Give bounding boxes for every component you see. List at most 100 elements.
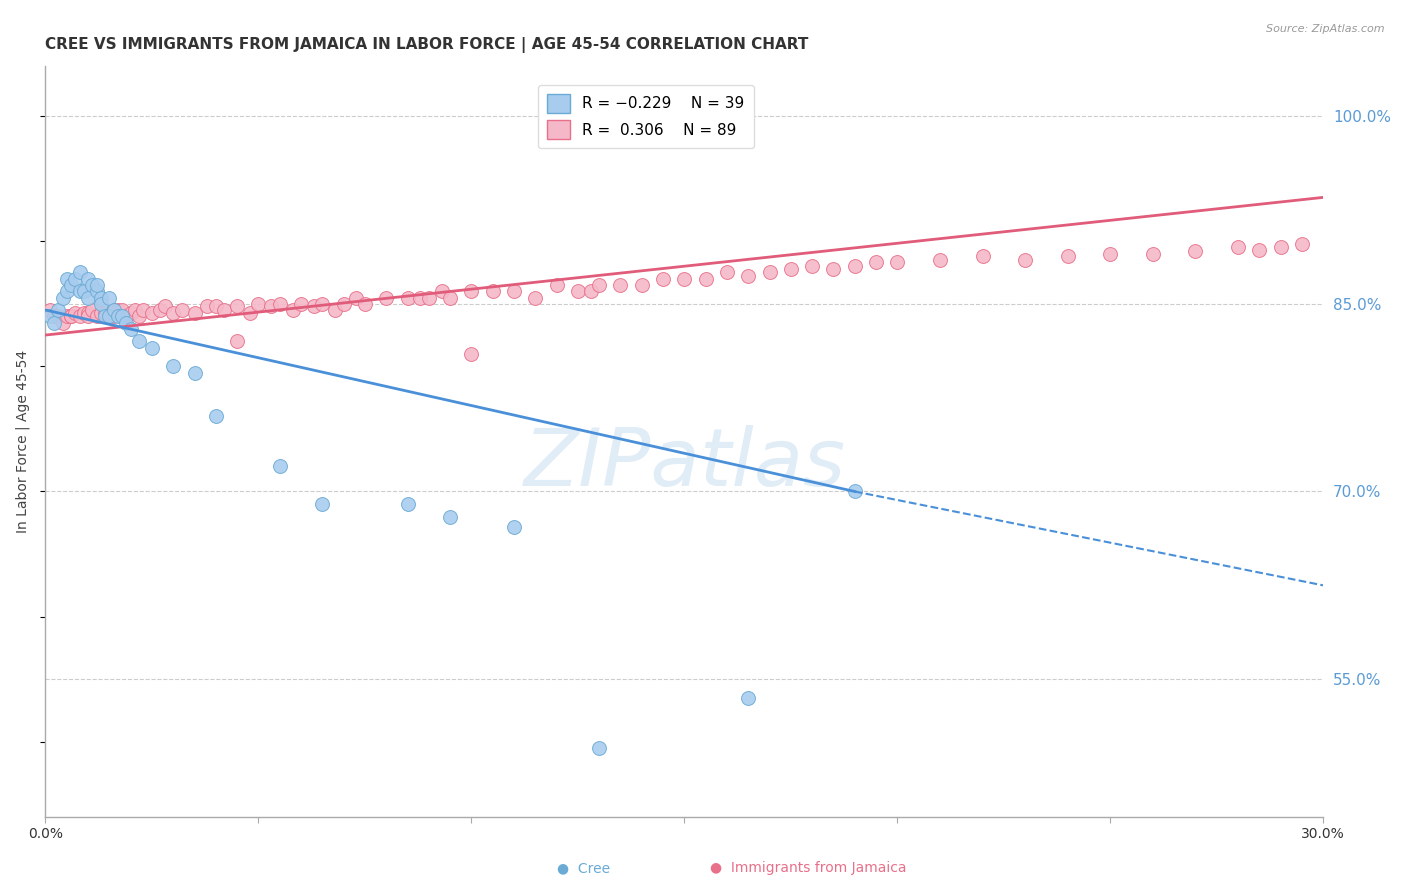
Point — [128, 334, 150, 349]
Point — [60, 277, 83, 292]
Point — [82, 303, 104, 318]
Point — [673, 271, 696, 285]
Point — [94, 310, 117, 324]
Point — [214, 303, 236, 318]
Point — [128, 310, 150, 324]
Point — [183, 366, 205, 380]
Point — [69, 310, 91, 324]
Point — [111, 310, 134, 324]
Point — [1014, 252, 1036, 267]
Point — [51, 291, 73, 305]
Text: CREE VS IMMIGRANTS FROM JAMAICA IN LABOR FORCE | AGE 45-54 CORRELATION CHART: CREE VS IMMIGRANTS FROM JAMAICA IN LABOR… — [45, 37, 808, 54]
Point — [195, 299, 218, 313]
Text: ●  Immigrants from Jamaica: ● Immigrants from Jamaica — [710, 862, 907, 875]
Point — [409, 291, 432, 305]
Point — [588, 741, 610, 756]
Point — [396, 497, 419, 511]
Point — [323, 303, 346, 318]
Point — [239, 305, 262, 319]
Point — [1249, 243, 1271, 257]
Point — [60, 310, 83, 324]
Point — [46, 310, 69, 324]
Point — [115, 316, 138, 330]
Point — [737, 269, 759, 284]
Point — [42, 316, 65, 330]
Point — [107, 303, 129, 318]
Point — [226, 299, 249, 313]
Point — [460, 285, 482, 299]
Point — [844, 484, 866, 499]
Point — [354, 297, 377, 311]
Point — [98, 310, 121, 324]
Point — [86, 310, 108, 324]
Point — [779, 261, 801, 276]
Point — [94, 305, 117, 319]
Point — [124, 303, 146, 318]
Point — [111, 303, 134, 318]
Point — [38, 303, 60, 318]
Point — [546, 277, 568, 292]
Point — [972, 249, 994, 263]
Point — [69, 265, 91, 279]
Point — [90, 297, 112, 311]
Point — [865, 255, 887, 269]
Point — [183, 305, 205, 319]
Point — [162, 359, 184, 374]
Legend: R = −0.229    N = 39, R =  0.306    N = 89: R = −0.229 N = 39, R = 0.306 N = 89 — [538, 85, 754, 148]
Point — [65, 305, 87, 319]
Point — [205, 409, 228, 424]
Point — [503, 519, 526, 533]
Point — [524, 291, 547, 305]
Point — [344, 291, 367, 305]
Text: Source: ZipAtlas.com: Source: ZipAtlas.com — [1267, 24, 1385, 34]
Point — [132, 303, 155, 318]
Text: ●  Cree: ● Cree — [557, 862, 610, 875]
Point — [120, 322, 142, 336]
Point — [929, 252, 952, 267]
Point — [42, 310, 65, 324]
Point — [332, 297, 354, 311]
Point — [51, 316, 73, 330]
Point — [86, 285, 108, 299]
Point — [418, 291, 440, 305]
Point — [302, 299, 325, 313]
Point — [73, 285, 96, 299]
Point — [1184, 244, 1206, 259]
Point — [1270, 240, 1292, 254]
Point — [269, 459, 291, 474]
Point — [460, 347, 482, 361]
Point — [247, 297, 270, 311]
Point — [481, 285, 503, 299]
Point — [98, 291, 121, 305]
Point — [226, 334, 249, 349]
Point — [103, 310, 125, 324]
Point — [609, 277, 631, 292]
Point — [153, 299, 176, 313]
Point — [115, 310, 138, 324]
Text: ZIPatlas: ZIPatlas — [523, 425, 845, 503]
Point — [579, 285, 602, 299]
Point — [69, 285, 91, 299]
Point — [77, 291, 100, 305]
Point — [588, 277, 610, 292]
Point — [162, 305, 184, 319]
Point — [120, 305, 142, 319]
Point — [503, 285, 526, 299]
Point — [98, 310, 121, 324]
Point — [170, 303, 193, 318]
Point — [46, 303, 69, 318]
Point — [38, 310, 60, 324]
Point — [652, 271, 675, 285]
Point — [107, 310, 129, 324]
Y-axis label: In Labor Force | Age 45-54: In Labor Force | Age 45-54 — [15, 350, 30, 533]
Point — [90, 291, 112, 305]
Point — [290, 297, 312, 311]
Point — [260, 299, 283, 313]
Point — [439, 509, 461, 524]
Point — [55, 310, 77, 324]
Point — [55, 271, 77, 285]
Point — [1142, 246, 1164, 260]
Point — [77, 305, 100, 319]
Point — [758, 265, 780, 279]
Point — [823, 261, 845, 276]
